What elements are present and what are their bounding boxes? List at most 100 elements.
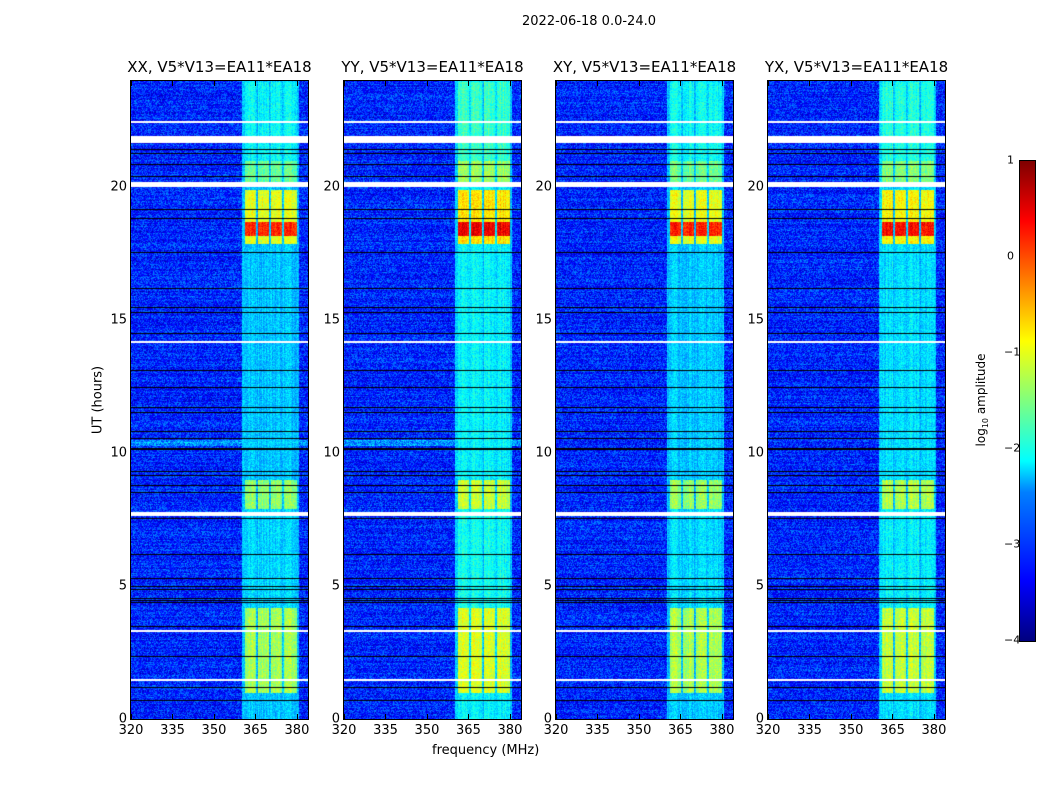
waterfall-panel-2: XY, V5*V13=EA11*EA18 320 335 350 365 380 0 5 10 1…	[535, 58, 736, 738]
x-tick-mark	[385, 714, 387, 719]
y-tick-label: 20	[535, 179, 552, 195]
x-tick-label: 350	[626, 723, 652, 738]
x-tick-label: 335	[797, 723, 822, 738]
x-tick-mark	[556, 81, 557, 86]
panel-title: YY, V5*V13=EA11*EA18	[341, 58, 524, 76]
x-tick-mark	[556, 714, 557, 719]
x-tick-mark	[213, 81, 215, 86]
x-tick-label: 365	[668, 723, 693, 738]
panel-title: XX, V5*V13=EA11*EA18	[127, 58, 312, 76]
heatmap-image	[131, 81, 308, 719]
colorbar-tick-label: −1	[1004, 345, 1021, 359]
figure-title: 2022-06-18 0.0-24.0	[522, 14, 656, 29]
x-tick-mark	[768, 81, 769, 86]
x-tick-mark	[680, 81, 682, 86]
x-tick-mark	[892, 714, 894, 719]
y-tick-label: 0	[755, 711, 764, 727]
colorbar-tick-label: 1	[1007, 153, 1014, 167]
y-tick-label: 20	[747, 179, 764, 195]
x-tick-mark	[468, 714, 470, 719]
waterfall-panel-3: YX, V5*V13=EA11*EA18 320 335 350 365 380 0 5 10 1…	[747, 58, 948, 738]
heatmap-image	[768, 81, 945, 719]
y-tick-label: 15	[110, 312, 127, 328]
x-tick-label: 335	[585, 723, 610, 738]
colorbar-tick-label: 0	[1007, 249, 1014, 263]
y-tick-label: 10	[535, 445, 552, 461]
y-tick-label: 20	[323, 179, 340, 195]
colorbar-tick-label: −4	[1004, 633, 1021, 647]
x-tick-mark	[721, 81, 723, 86]
x-tick-label: 365	[880, 723, 905, 738]
y-tick-label: 15	[323, 312, 340, 328]
y-tick-label: 10	[747, 445, 764, 461]
x-tick-label: 380	[709, 723, 735, 738]
x-tick-mark	[131, 714, 132, 719]
x-tick-label: 320	[331, 723, 357, 738]
colorbar-label: log10 amplitude	[973, 353, 991, 447]
x-tick-mark	[172, 81, 174, 86]
heatmap-image	[556, 81, 733, 719]
y-tick-label: 5	[543, 578, 552, 594]
x-axis-label: frequency (MHz)	[432, 743, 540, 758]
x-tick-mark	[850, 714, 852, 719]
y-tick-label: 10	[110, 445, 127, 461]
waterfall-panel-1: YY, V5*V13=EA11*EA18 320 335 350 365 380 0 5 10 1…	[323, 58, 523, 738]
y-tick-label: 0	[331, 711, 340, 727]
x-tick-label: 350	[201, 723, 227, 738]
x-tick-mark	[933, 714, 935, 719]
y-tick-label: 0	[118, 711, 127, 727]
y-tick-label: 15	[535, 312, 552, 328]
y-tick-label: 20	[110, 179, 127, 195]
colorbar-tick-label: −2	[1004, 441, 1021, 455]
panel-title: YX, V5*V13=EA11*EA18	[764, 58, 949, 76]
x-tick-mark	[468, 81, 470, 86]
x-tick-mark	[509, 81, 511, 86]
x-tick-mark	[721, 714, 723, 719]
x-tick-mark	[344, 81, 345, 86]
panel-title: XY, V5*V13=EA11*EA18	[552, 58, 737, 76]
x-tick-mark	[892, 81, 894, 86]
x-tick-mark	[426, 714, 428, 719]
x-tick-mark	[255, 81, 257, 86]
x-tick-label: 380	[284, 723, 310, 738]
x-tick-label: 335	[373, 723, 398, 738]
x-tick-mark	[296, 81, 298, 86]
waterfall-panel-0: XX, V5*V13=EA11*EA18 320 335 350 365 380 0 5 10 1…	[110, 58, 311, 738]
x-tick-mark	[638, 714, 640, 719]
y-axis-label: UT (hours)	[90, 365, 106, 435]
x-tick-label: 380	[497, 723, 523, 738]
y-tick-label: 5	[755, 578, 764, 594]
x-tick-label: 350	[414, 723, 440, 738]
x-tick-label: 350	[838, 723, 864, 738]
x-tick-mark	[296, 714, 298, 719]
x-tick-mark	[597, 81, 599, 86]
x-tick-mark	[213, 714, 215, 719]
x-tick-label: 365	[243, 723, 268, 738]
x-tick-mark	[172, 714, 174, 719]
x-tick-mark	[638, 81, 640, 86]
x-tick-label: 320	[543, 723, 569, 738]
y-tick-label: 5	[118, 578, 127, 594]
x-tick-mark	[850, 81, 852, 86]
x-tick-mark	[809, 81, 811, 86]
y-tick-label: 10	[323, 445, 340, 461]
x-tick-mark	[426, 81, 428, 86]
x-tick-mark	[680, 714, 682, 719]
x-tick-mark	[344, 714, 345, 719]
x-tick-label: 320	[118, 723, 144, 738]
x-tick-mark	[385, 81, 387, 86]
heatmap-image	[344, 81, 521, 719]
x-tick-mark	[509, 714, 511, 719]
colorbar-tick-label: −3	[1004, 537, 1021, 551]
y-tick-label: 5	[331, 578, 340, 594]
x-tick-label: 320	[755, 723, 781, 738]
x-tick-mark	[597, 714, 599, 719]
x-tick-mark	[933, 81, 935, 86]
x-tick-label: 365	[456, 723, 481, 738]
colorbar	[1019, 160, 1036, 642]
x-tick-label: 335	[160, 723, 185, 738]
x-tick-mark	[131, 81, 132, 86]
x-tick-mark	[768, 714, 769, 719]
y-tick-label: 0	[543, 711, 552, 727]
